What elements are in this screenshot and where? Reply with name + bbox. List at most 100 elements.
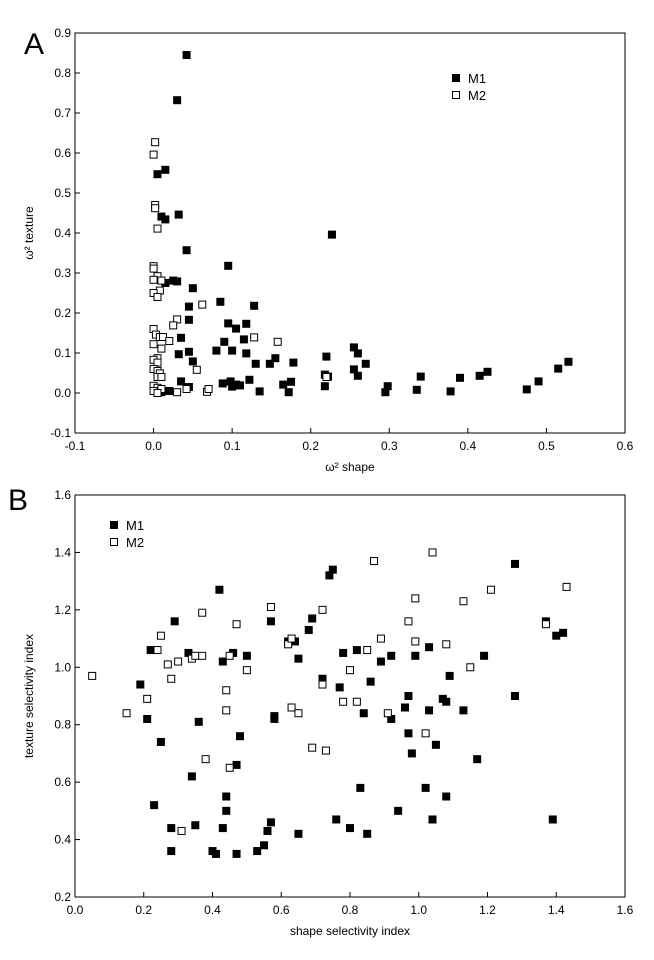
data-point-m2 — [428, 548, 437, 557]
data-point-m2 — [225, 651, 234, 660]
data-point-m1 — [431, 740, 440, 749]
data-point-m2 — [149, 340, 158, 349]
data-point-m2 — [411, 637, 420, 646]
panel-label-a: A — [24, 28, 45, 61]
data-point-m1 — [182, 51, 191, 59]
data-point-m2 — [222, 706, 231, 715]
data-point-m1 — [177, 377, 186, 386]
data-point-m1 — [266, 617, 275, 626]
data-point-m2 — [541, 620, 550, 629]
data-point-m1 — [404, 729, 413, 738]
data-point-m2 — [151, 204, 160, 213]
data-point-m1 — [239, 335, 248, 344]
x-tick-label: 1.6 — [617, 903, 634, 917]
data-point-m2 — [266, 602, 275, 611]
data-point-m2 — [169, 321, 178, 330]
scatter-plot-b: 0.0 0.2 0.4 0.6 0.8 1.0 1.2 1.4 1.60.20.40.60.81… — [22, 488, 634, 938]
y-axis-label: texture selectivity index — [22, 634, 36, 758]
data-point-m1 — [361, 359, 370, 368]
data-point-m1 — [287, 377, 296, 386]
data-point-m1 — [327, 230, 336, 239]
x-tick-label: 0.1 — [224, 439, 241, 453]
data-point-m1 — [353, 349, 362, 358]
y-axis-label: ω² texture — [22, 206, 36, 260]
data-point-m2 — [376, 634, 385, 643]
data-point-m1 — [407, 749, 416, 758]
scatter-plot-a: -0.1 0.0 0.1 0.2 0.3 0.4 0.5 0.6 -0.1 0.0 0.1 0.2 0.… — [22, 26, 634, 474]
data-point-m2 — [242, 666, 251, 675]
data-point-m1 — [136, 680, 145, 689]
data-point-m2 — [287, 634, 296, 643]
data-point-m2 — [411, 594, 420, 603]
data-point-m1 — [251, 359, 260, 368]
data-point-m1 — [218, 379, 227, 388]
data-point-m1 — [511, 559, 519, 568]
x-tick-label: -0.1 — [65, 439, 86, 453]
data-point-m2 — [404, 617, 413, 626]
data-point-m2 — [143, 694, 152, 703]
data-point-m2 — [165, 337, 174, 345]
data-point-m1 — [554, 364, 563, 373]
data-point-m1 — [174, 210, 183, 219]
x-tick-label: 1.4 — [548, 903, 565, 917]
data-point-m1 — [279, 380, 288, 389]
legend-label: M2 — [126, 535, 144, 550]
plot-frame — [74, 494, 626, 898]
data-point-m2 — [149, 264, 158, 273]
y-tick-label: 0.8 — [54, 718, 71, 732]
data-point-m2 — [88, 671, 97, 680]
data-point-m2 — [157, 276, 166, 285]
data-point-m1 — [161, 165, 170, 174]
data-point-m1 — [224, 261, 233, 270]
chart-panel-a: A -0.1 0.0 0.1 0.2 0.3 0.4 0.5 0.6 -0.1 0.0 0.1 0.2… — [22, 26, 634, 474]
data-point-m2 — [182, 385, 191, 393]
data-point-m2 — [321, 746, 330, 755]
y-tick-label: 0.4 — [54, 226, 71, 240]
data-point-m2 — [192, 365, 201, 374]
data-point-m1 — [446, 387, 455, 396]
data-point-m1 — [428, 815, 437, 824]
y-tick-label: 0.3 — [54, 266, 71, 280]
data-point-m1 — [442, 792, 451, 801]
data-point-m1 — [211, 849, 220, 858]
data-point-m1 — [228, 346, 237, 355]
y-tick-label: 0.2 — [54, 306, 71, 320]
data-point-m1 — [191, 821, 200, 830]
y-tick-label: 0.5 — [54, 186, 71, 200]
data-point-m2 — [466, 663, 475, 672]
data-point-m1 — [425, 643, 434, 652]
data-point-m1 — [548, 815, 557, 824]
data-point-m2 — [153, 646, 162, 655]
data-point-m1 — [289, 358, 298, 367]
data-point-m2 — [308, 743, 317, 752]
data-point-m1 — [263, 826, 272, 835]
data-point-m1 — [270, 714, 279, 723]
data-point-m1 — [328, 565, 337, 574]
data-point-m2 — [232, 620, 241, 629]
data-point-m2 — [225, 763, 234, 772]
data-point-m1 — [161, 215, 170, 224]
y-tick-label: 0.1 — [54, 346, 71, 360]
data-point-m1 — [167, 847, 176, 856]
legend-marker — [452, 74, 460, 82]
data-point-m1 — [150, 801, 159, 810]
data-point-m2 — [149, 150, 158, 159]
x-tick-label: 0.3 — [381, 439, 398, 453]
data-point-m1 — [359, 709, 368, 718]
data-point-m2 — [201, 755, 210, 764]
y-tick-label: 0.0 — [54, 386, 71, 400]
data-point-m1 — [412, 385, 421, 394]
y-tick-label: 0.6 — [54, 775, 71, 789]
data-point-m2 — [153, 293, 162, 301]
data-point-m1 — [236, 381, 244, 390]
data-point-m1 — [332, 815, 341, 824]
data-point-m1 — [404, 692, 413, 700]
y-tick-label: 1.4 — [54, 545, 71, 559]
data-point-m1 — [194, 717, 203, 726]
x-tick-label: 0.2 — [135, 903, 152, 917]
data-point-m1 — [294, 654, 303, 663]
data-point-m1 — [456, 373, 464, 382]
data-point-m1 — [376, 657, 385, 666]
data-point-m2 — [421, 729, 430, 738]
x-tick-label: 0.6 — [273, 903, 290, 917]
